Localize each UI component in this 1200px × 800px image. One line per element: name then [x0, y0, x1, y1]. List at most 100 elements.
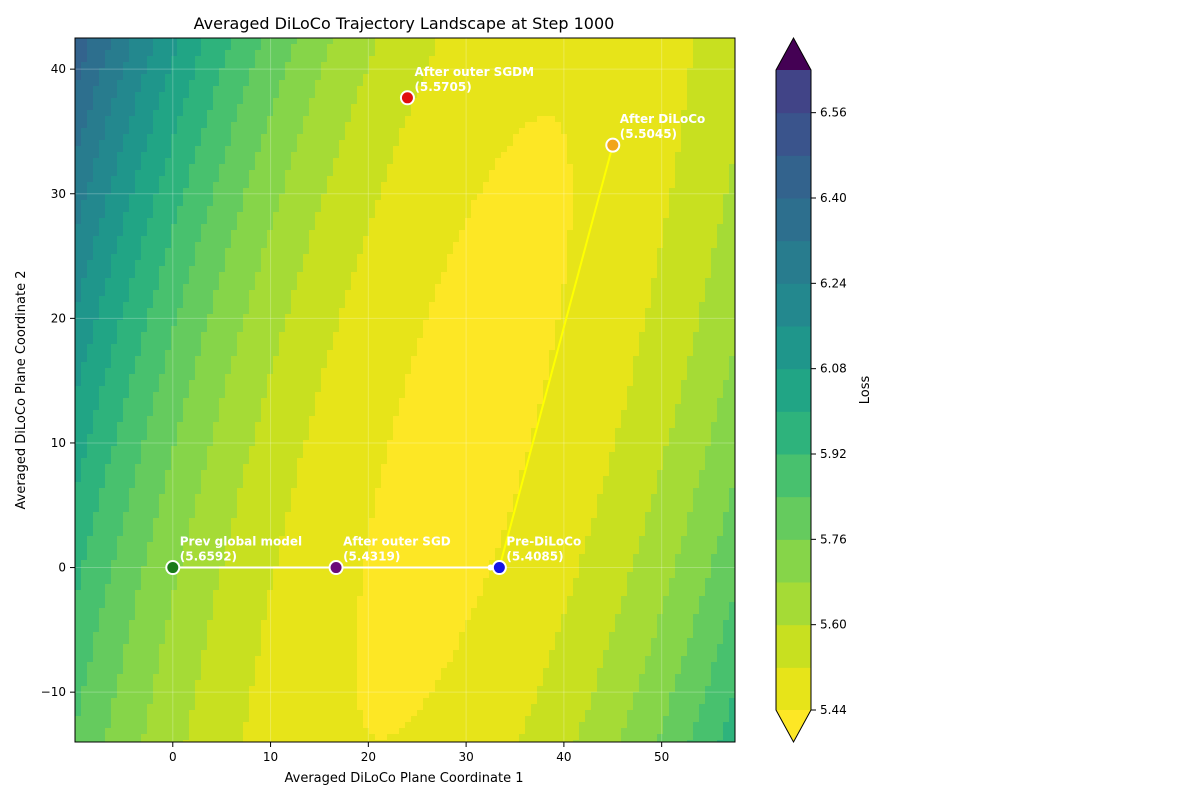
- contour-cell: [675, 152, 682, 159]
- contour-cell: [423, 134, 430, 141]
- contour-cell: [261, 176, 268, 183]
- contour-cell: [573, 296, 580, 303]
- contour-cell: [105, 122, 112, 129]
- contour-cell: [333, 116, 340, 123]
- contour-cell: [183, 242, 190, 249]
- contour-cell: [573, 260, 580, 267]
- contour-cell: [513, 62, 520, 69]
- contour-cell: [657, 278, 664, 285]
- contour-cell: [195, 302, 202, 309]
- contour-cell: [597, 236, 604, 243]
- contour-cell: [171, 242, 178, 249]
- contour-cell: [105, 200, 112, 207]
- contour-cell: [489, 158, 496, 165]
- contour-cell: [297, 218, 304, 225]
- contour-cell: [417, 140, 424, 147]
- contour-cell: [393, 62, 400, 69]
- contour-cell: [597, 104, 604, 111]
- contour-cell: [729, 152, 735, 159]
- contour-cell: [225, 284, 232, 291]
- contour-cell: [489, 164, 496, 171]
- contour-cell: [447, 122, 454, 129]
- contour-cell: [315, 272, 322, 279]
- contour-cell: [399, 182, 406, 189]
- contour-cell: [513, 182, 520, 189]
- contour-cell: [627, 104, 634, 111]
- contour-cell: [579, 200, 586, 207]
- contour-cell: [357, 152, 364, 159]
- contour-cell: [123, 74, 130, 81]
- contour-cell: [303, 164, 310, 171]
- contour-cell: [147, 254, 154, 261]
- contour-cell: [609, 68, 616, 75]
- contour-cell: [171, 302, 178, 309]
- contour-cell: [117, 260, 124, 267]
- contour-cell: [285, 98, 292, 105]
- contour-cell: [483, 242, 490, 249]
- contour-cell: [123, 206, 130, 213]
- contour-cell: [165, 68, 172, 75]
- contour-cell: [417, 194, 424, 201]
- contour-cell: [135, 86, 142, 93]
- contour-cell: [105, 92, 112, 99]
- contour-cell: [123, 308, 130, 315]
- contour-cell: [525, 62, 532, 69]
- contour-cell: [471, 74, 478, 81]
- contour-cell: [381, 266, 388, 273]
- contour-cell: [627, 230, 634, 237]
- contour-cell: [297, 110, 304, 117]
- contour-cell: [459, 290, 466, 297]
- contour-cell: [645, 152, 652, 159]
- contour-cell: [501, 86, 508, 93]
- contour-cell: [501, 290, 508, 297]
- contour-cell: [453, 80, 460, 87]
- contour-cell: [219, 38, 226, 45]
- contour-cell: [231, 68, 238, 75]
- contour-cell: [657, 236, 664, 243]
- contour-cell: [135, 92, 142, 99]
- contour-cell: [189, 206, 196, 213]
- contour-cell: [363, 80, 370, 87]
- contour-cell: [75, 92, 82, 99]
- contour-cell: [615, 212, 622, 219]
- contour-cell: [123, 260, 130, 267]
- contour-cell: [687, 188, 694, 195]
- contour-cell: [129, 86, 136, 93]
- contour-cell: [507, 224, 514, 231]
- contour-cell: [333, 218, 340, 225]
- contour-cell: [333, 80, 340, 87]
- contour-cell: [405, 146, 412, 153]
- contour-cell: [405, 242, 412, 249]
- contour-cell: [711, 290, 718, 297]
- contour-cell: [429, 104, 436, 111]
- contour-cell: [723, 200, 730, 207]
- contour-cell: [123, 278, 130, 285]
- contour-cell: [381, 122, 388, 129]
- contour-cell: [603, 218, 610, 225]
- contour-cell: [141, 266, 148, 273]
- contour-cell: [99, 296, 106, 303]
- contour-cell: [603, 224, 610, 231]
- contour-cell: [621, 248, 628, 255]
- contour-cell: [159, 176, 166, 183]
- contour-cell: [387, 224, 394, 231]
- contour-cell: [411, 74, 418, 81]
- contour-cell: [405, 104, 412, 111]
- contour-cell: [483, 296, 490, 303]
- contour-cell: [201, 74, 208, 81]
- contour-cell: [555, 152, 562, 159]
- contour-cell: [405, 266, 412, 273]
- contour-cell: [357, 110, 364, 117]
- contour-cell: [345, 44, 352, 51]
- contour-cell: [147, 86, 154, 93]
- contour-cell: [87, 272, 94, 279]
- contour-cell: [375, 302, 382, 309]
- contour-cell: [183, 296, 190, 303]
- contour-cell: [279, 218, 286, 225]
- contour-cell: [351, 200, 358, 207]
- contour-cell: [297, 92, 304, 99]
- contour-cell: [477, 128, 484, 135]
- contour-cell: [579, 170, 586, 177]
- contour-cell: [537, 164, 544, 171]
- contour-cell: [93, 188, 100, 195]
